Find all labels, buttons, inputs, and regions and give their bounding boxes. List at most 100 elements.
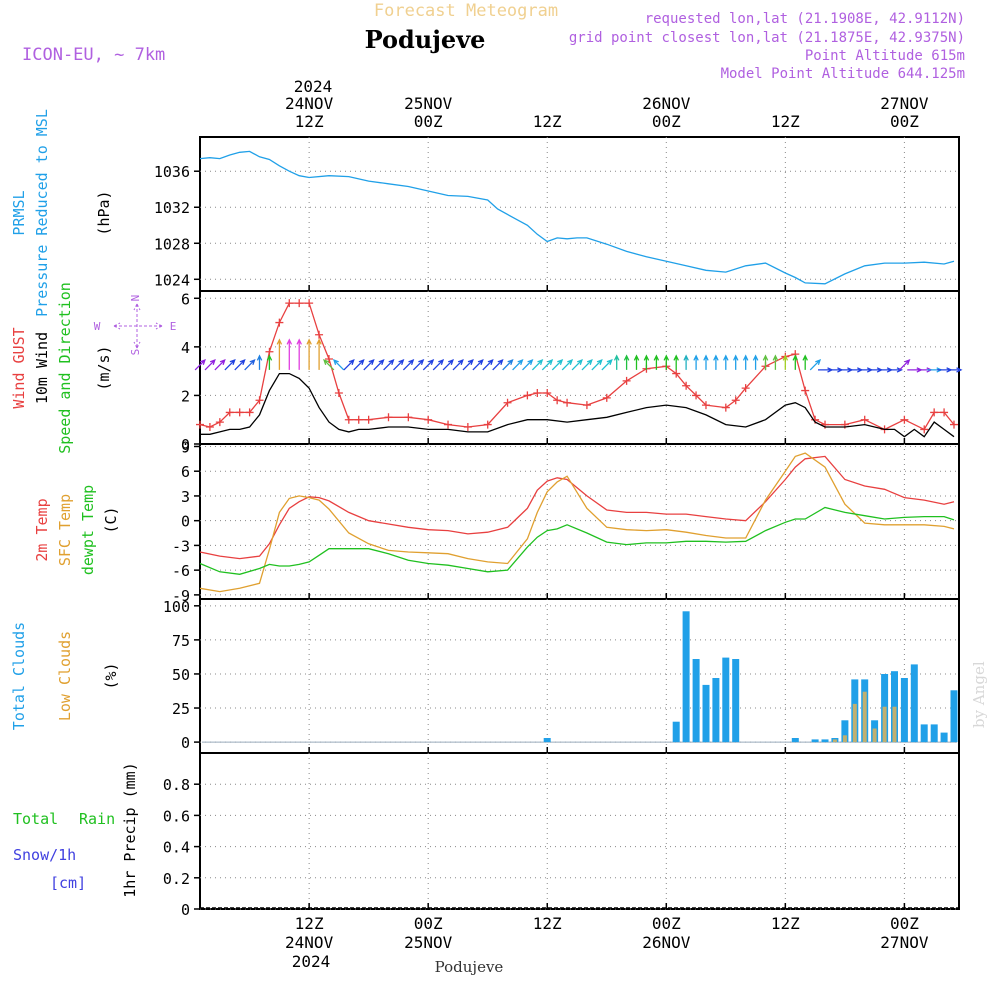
top-axis-date-label: 24NOV: [285, 94, 334, 113]
clouds-bar-low-clouds: [832, 739, 837, 743]
clouds-bar-low-clouds: [872, 728, 877, 743]
temperature-frame: [199, 443, 960, 600]
gust-marker: [344, 415, 353, 424]
wind-speed-dir-label: Speed and Direction: [56, 282, 74, 454]
clouds-bar-total-clouds: [791, 738, 799, 743]
gust-marker: [295, 299, 304, 308]
compass-lines: [113, 303, 163, 349]
wind-arrow: [244, 359, 256, 371]
precipitation-ytick-label: 0.4: [163, 839, 190, 857]
wind-arrow: [224, 359, 236, 371]
top-axis-hour-label: 12Z: [771, 112, 800, 131]
wind-arrow: [613, 354, 620, 370]
wind-arrow: [502, 359, 514, 371]
gust-marker: [543, 389, 552, 397]
precipitation-ytick-label: 0: [181, 901, 190, 919]
precip-cm-label: [cm]: [50, 874, 86, 892]
clouds-ytick-label: 100: [163, 598, 190, 616]
gust-marker: [463, 423, 472, 431]
footer-location: Podujeve: [435, 958, 504, 976]
gust-marker: [930, 408, 939, 417]
clouds-bar-total-clouds: [950, 690, 958, 743]
clouds-ytick-label: 25: [172, 700, 190, 718]
gust-marker: [940, 408, 949, 417]
gust-marker: [741, 384, 750, 393]
gust-marker: [354, 415, 363, 424]
gust-marker: [483, 420, 492, 429]
temp-dewpt-label: dewpt Temp: [79, 485, 97, 575]
bottom-axis-hour-label: 12Z: [533, 914, 562, 933]
wind-arrow: [581, 359, 593, 371]
gust-marker: [334, 389, 343, 397]
wind-arrow: [899, 359, 911, 371]
wind-arrow: [412, 359, 425, 371]
gust-marker: [701, 401, 710, 410]
bottom-axis-hour-label: 00Z: [652, 914, 681, 933]
wind-arrow: [442, 359, 454, 371]
bottom-axis-hour-label: 00Z: [414, 914, 443, 933]
gust-marker: [404, 413, 413, 422]
wind-arrow: [276, 338, 283, 370]
wind-arrow: [742, 354, 749, 370]
gust-marker: [523, 391, 532, 400]
wind-arrow: [713, 354, 719, 370]
wind-arrow: [887, 367, 904, 373]
precip-panel-labels: Total Rain Snow/1h [cm] 1hr Precip (mm): [13, 762, 139, 897]
bottom-axis-date-label: 24NOV: [285, 933, 334, 952]
gust-marker: [682, 381, 691, 390]
pressure-series-prmsl: [199, 150, 955, 285]
temperature-ytick-label: -6: [172, 562, 190, 580]
wind-series-10m-wind: [200, 372, 955, 438]
clouds-bar-total-clouds: [712, 678, 720, 743]
top-axis-date-label: 25NOV: [404, 94, 453, 113]
wind-unit-label: (m/s): [95, 345, 113, 390]
bottom-axis-date-label: 25NOV: [404, 933, 453, 952]
wind-ytick-label: 6: [181, 290, 190, 308]
temperature-series-2m-temp: [199, 455, 955, 560]
wind-arrow: [541, 359, 554, 371]
top-axis-hour-label: 00Z: [652, 112, 681, 131]
temperature-panel: -9 -6 -3 0 3 6 9: [172, 438, 960, 605]
compass-south: S: [129, 349, 142, 356]
gust-marker: [860, 415, 869, 424]
wind-arrow: [752, 354, 759, 370]
gust-marker: [324, 355, 333, 363]
wind-arrow: [601, 359, 613, 371]
compass-north: N: [129, 295, 142, 302]
precip-snow-label: Snow/1h: [13, 846, 76, 864]
wind-ytick-label: 2: [181, 387, 190, 405]
clouds-bar-low-clouds: [852, 703, 857, 743]
bottom-axis-hour-label: 12Z: [295, 914, 324, 933]
bottom-axis-date-label: 27NOV: [880, 933, 929, 952]
wind-arrow: [363, 359, 375, 371]
wind-arrow: [663, 354, 670, 370]
compass-west: W: [94, 320, 101, 333]
wind-arrow: [723, 354, 729, 370]
top-axis-date-label: 27NOV: [880, 94, 929, 113]
gust-marker: [384, 413, 393, 422]
top-axis-date-label: 26NOV: [642, 94, 691, 113]
temperature-ytick-label: -9: [172, 587, 190, 605]
clouds-bar-total-clouds: [543, 738, 551, 743]
gust-marker: [900, 415, 909, 424]
cloud-unit-label: (%): [102, 662, 120, 689]
temperature-ytick-label: 9: [181, 438, 190, 456]
clouds-bar-total-clouds: [682, 611, 690, 743]
gust-marker: [672, 369, 681, 378]
point-altitude: Point Altitude 615m: [805, 48, 965, 64]
gust-marker: [255, 396, 264, 405]
gust-marker: [950, 420, 958, 429]
bottom-axis-date-label: 26NOV: [642, 933, 691, 952]
clouds-bar-total-clouds: [910, 664, 918, 743]
wind-arrow: [472, 359, 484, 371]
wind-arrow: [266, 354, 273, 370]
wind-panel: 0 2 4 6: [181, 290, 963, 454]
gust-marker: [205, 423, 214, 431]
clouds-ytick-label: 50: [172, 666, 190, 684]
wind-arrow: [623, 354, 630, 370]
wind-arrow: [316, 338, 322, 370]
temperature-series-sfc-temp: [199, 452, 955, 593]
wind-arrow: [772, 354, 779, 370]
precip-total-label: Total: [13, 810, 58, 828]
